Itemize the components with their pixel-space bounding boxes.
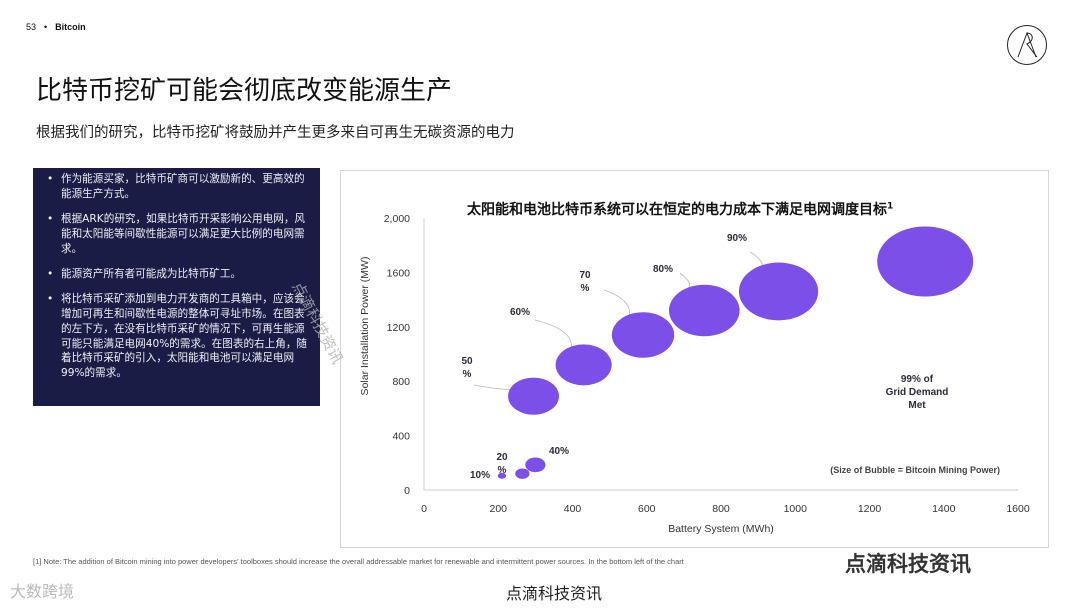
left-watermark: 大数跨境 [10,582,75,601]
chart-title-text: 太阳能和电池比特币系统可以在恒定的电力成本下满足电网调度目标 [467,202,887,218]
y-axis-label: Solar Installation Power (MW) [359,257,371,396]
y-tick-label: 1200 [387,322,411,334]
x-axis-label: Battery System (MWh) [668,523,774,535]
bubble [508,377,559,415]
bullet-item: 能源资产所有者可能成为比特币矿工。 [45,267,308,282]
ark-logo-icon [1007,25,1047,65]
x-tick-label: 400 [564,503,582,515]
bubble [497,472,507,479]
bubble-label: 70% [579,270,591,294]
x-tick-label: 1200 [858,503,882,515]
y-tick-label: 0 [404,485,410,497]
footnote: [1] Note: The addition of Bitcoin mining… [33,557,684,566]
x-tick-label: 800 [712,503,730,515]
bullet-item: 根据ARK的研究，如果比特币开采影响公用电网，风能和太阳能等间歇性能源可以满足更… [45,212,308,256]
bubble [738,262,819,321]
leader-line [603,289,631,318]
bubble [515,468,530,479]
bubble-label: 50% [461,356,473,380]
chart-frame [340,170,1049,548]
chart-title: 太阳能和电池比特币系统可以在恒定的电力成本下满足电网调度目标1 [467,199,893,219]
header-separator: • [44,22,48,32]
bubble [668,284,740,337]
page-title: 比特币挖矿可能会彻底改变能源生产 [36,76,453,106]
y-tick-label: 800 [392,376,410,388]
bubble [555,344,612,386]
bullet-panel: 作为能源买家，比特币矿商可以激励新的、更高效的能源生产方式。 根据ARK的研究，… [33,168,320,406]
y-tick-label: 2,000 [384,213,410,225]
bubble-label: 80% [653,264,673,275]
bubble [877,226,974,297]
bullet-item: 将比特币采矿添加到电力开发商的工具箱中，应该会增加可再生和间歇性电源的整体可寻址… [45,292,308,381]
x-tick-label: 200 [489,503,507,515]
bubble [611,312,675,358]
bubble-label: 40% [549,446,569,457]
right-watermark: 点滴科技资讯 [845,552,971,576]
bubble-label: 10% [470,470,490,481]
x-tick-label: 1400 [932,503,956,515]
section-label: Bitcoin [55,22,86,32]
bubble [525,457,546,473]
bubble-label: 60% [510,307,530,318]
page-subtitle: 根据我们的研究，比特币挖矿将鼓励并产生更多来自可再生无碳资源的电力 [36,125,515,141]
bubble-label: 90% [727,233,747,244]
page-number: 53 [26,22,37,32]
leader-line [534,319,572,350]
x-tick-label: 0 [421,503,427,515]
x-tick-label: 1600 [1006,503,1030,515]
bottom-watermark: 点滴科技资讯 [506,584,603,603]
x-tick-label: 600 [638,503,656,515]
chart-title-footnote-mark: 1 [887,201,894,212]
x-tick-label: 1000 [784,503,808,515]
bubble-size-note: (Size of Bubble = Bitcoin Mining Power) [830,465,1000,475]
y-tick-label: 1600 [387,267,411,279]
page-header: 53 • Bitcoin [26,22,86,32]
bubble-label: 20% [496,452,508,476]
y-tick-label: 400 [392,431,410,443]
bubble-label: 99% of Grid Demand Met [886,374,949,411]
bullet-item: 作为能源买家，比特币矿商可以激励新的、更高效的能源生产方式。 [45,172,308,202]
